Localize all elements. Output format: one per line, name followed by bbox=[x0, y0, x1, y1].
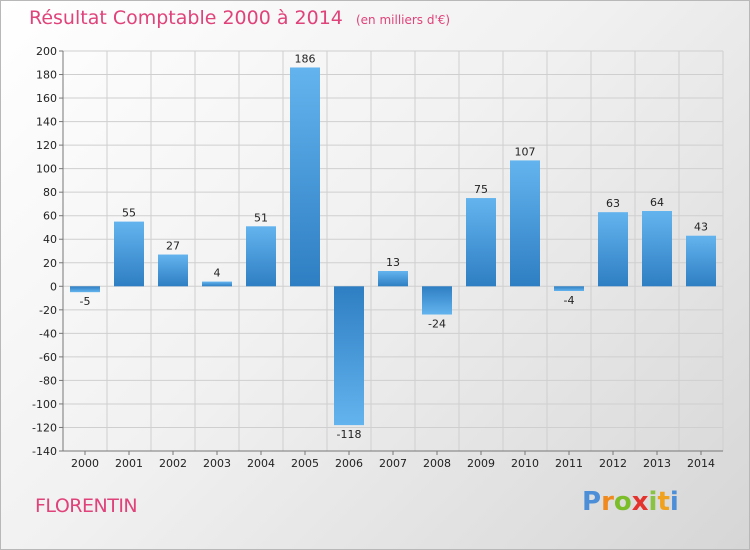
value-label-2004: 51 bbox=[254, 211, 268, 224]
bar-2010 bbox=[510, 160, 540, 287]
value-label-2003: 4 bbox=[214, 267, 221, 280]
bar-2004 bbox=[246, 226, 276, 287]
bar-2011 bbox=[554, 286, 584, 291]
x-tick-label: 2002 bbox=[159, 457, 187, 470]
logo-letter: t bbox=[657, 487, 670, 517]
value-label-2000: -5 bbox=[80, 295, 91, 308]
bar-2006 bbox=[334, 286, 364, 426]
y-tick-label: 80 bbox=[43, 186, 57, 199]
value-label-2010: 107 bbox=[515, 145, 536, 158]
x-tick-label: 2001 bbox=[115, 457, 143, 470]
logo-letter: x bbox=[631, 487, 649, 517]
value-label-2001: 55 bbox=[122, 207, 136, 220]
chart-unit-note: (en milliers d'€) bbox=[355, 13, 451, 27]
y-tick-label: 20 bbox=[43, 257, 57, 270]
bar-2001 bbox=[114, 221, 144, 287]
value-label-2012: 63 bbox=[606, 197, 620, 210]
y-tick-label: -20 bbox=[39, 304, 57, 317]
chart-title: Résultat Comptable 2000 à 2014 (en milli… bbox=[29, 7, 450, 29]
y-tick-label: -40 bbox=[39, 327, 57, 340]
value-label-2005: 186 bbox=[295, 52, 316, 65]
y-tick-label: 160 bbox=[36, 92, 57, 105]
y-tick-label: 180 bbox=[36, 69, 57, 82]
x-tick-label: 2003 bbox=[203, 457, 231, 470]
value-label-2013: 64 bbox=[650, 196, 664, 209]
y-tick-label: 60 bbox=[43, 210, 57, 223]
y-tick-label: 200 bbox=[36, 45, 57, 58]
y-tick-label: -140 bbox=[32, 445, 57, 458]
proxiti-logo: Proxiti bbox=[582, 487, 679, 517]
bar-2009 bbox=[466, 198, 496, 287]
bar-2007 bbox=[378, 271, 408, 287]
y-tick-label: 140 bbox=[36, 116, 57, 129]
x-tick-label: 2014 bbox=[687, 457, 715, 470]
y-tick-label: -80 bbox=[39, 374, 57, 387]
y-tick-label: 40 bbox=[43, 233, 57, 246]
bar-2012 bbox=[598, 212, 628, 287]
x-tick-label: 2009 bbox=[467, 457, 495, 470]
bar-2000 bbox=[70, 286, 100, 293]
value-label-2002: 27 bbox=[166, 240, 180, 253]
value-label-2007: 13 bbox=[386, 256, 400, 269]
value-label-2009: 75 bbox=[474, 183, 488, 196]
y-tick-label: -120 bbox=[32, 421, 57, 434]
logo-letter: r bbox=[601, 487, 614, 517]
value-label-2008: -24 bbox=[428, 318, 446, 331]
y-tick-label: 0 bbox=[50, 280, 57, 293]
x-tick-label: 2010 bbox=[511, 457, 539, 470]
bar-2002 bbox=[158, 254, 188, 287]
commune-name: FLORENTIN bbox=[35, 495, 138, 517]
x-tick-label: 2008 bbox=[423, 457, 451, 470]
bar-2008 bbox=[422, 286, 452, 315]
value-label-2014: 43 bbox=[694, 221, 708, 234]
bar-2013 bbox=[642, 211, 672, 287]
value-label-2011: -4 bbox=[564, 294, 575, 307]
x-tick-label: 2006 bbox=[335, 457, 363, 470]
bar-2005 bbox=[290, 67, 320, 287]
y-tick-label: 120 bbox=[36, 139, 57, 152]
chart-title-main: Résultat Comptable 2000 à 2014 bbox=[29, 7, 343, 29]
y-tick-label: -60 bbox=[39, 351, 57, 364]
x-tick-label: 2000 bbox=[71, 457, 99, 470]
logo-letter: o bbox=[613, 487, 632, 517]
x-tick-label: 2005 bbox=[291, 457, 319, 470]
logo-letter: i bbox=[669, 487, 679, 517]
x-tick-label: 2013 bbox=[643, 457, 671, 470]
y-tick-label: -100 bbox=[32, 398, 57, 411]
x-tick-label: 2007 bbox=[379, 457, 407, 470]
bar-2014 bbox=[686, 235, 716, 287]
logo-letter: P bbox=[582, 487, 602, 517]
y-tick-label: 100 bbox=[36, 163, 57, 176]
bar-2003 bbox=[202, 281, 232, 287]
x-tick-label: 2012 bbox=[599, 457, 627, 470]
x-tick-label: 2011 bbox=[555, 457, 583, 470]
value-label-2006: -118 bbox=[337, 428, 362, 441]
x-tick-label: 2004 bbox=[247, 457, 275, 470]
logo-letter: i bbox=[648, 487, 658, 517]
